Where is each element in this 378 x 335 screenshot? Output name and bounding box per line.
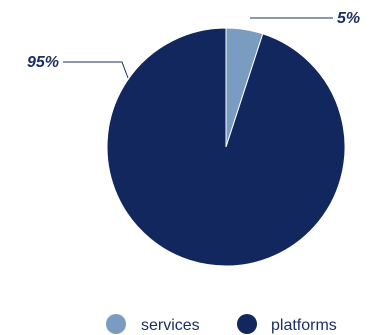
legend-label-platforms: platforms [271,317,337,334]
pie-labels: 5% 95% [27,10,360,71]
callout-line-platforms [63,61,129,79]
pie-callouts [63,17,333,79]
legend-swatch-platforms [237,314,257,334]
legend-label-services: services [141,317,200,334]
legend-swatch-services [106,314,126,334]
pie-slices [106,27,346,267]
data-label-services: 5% [337,10,360,27]
pie-slice-platforms [106,27,346,267]
legend: services platforms [106,314,337,334]
data-label-platforms: 95% [27,54,59,71]
